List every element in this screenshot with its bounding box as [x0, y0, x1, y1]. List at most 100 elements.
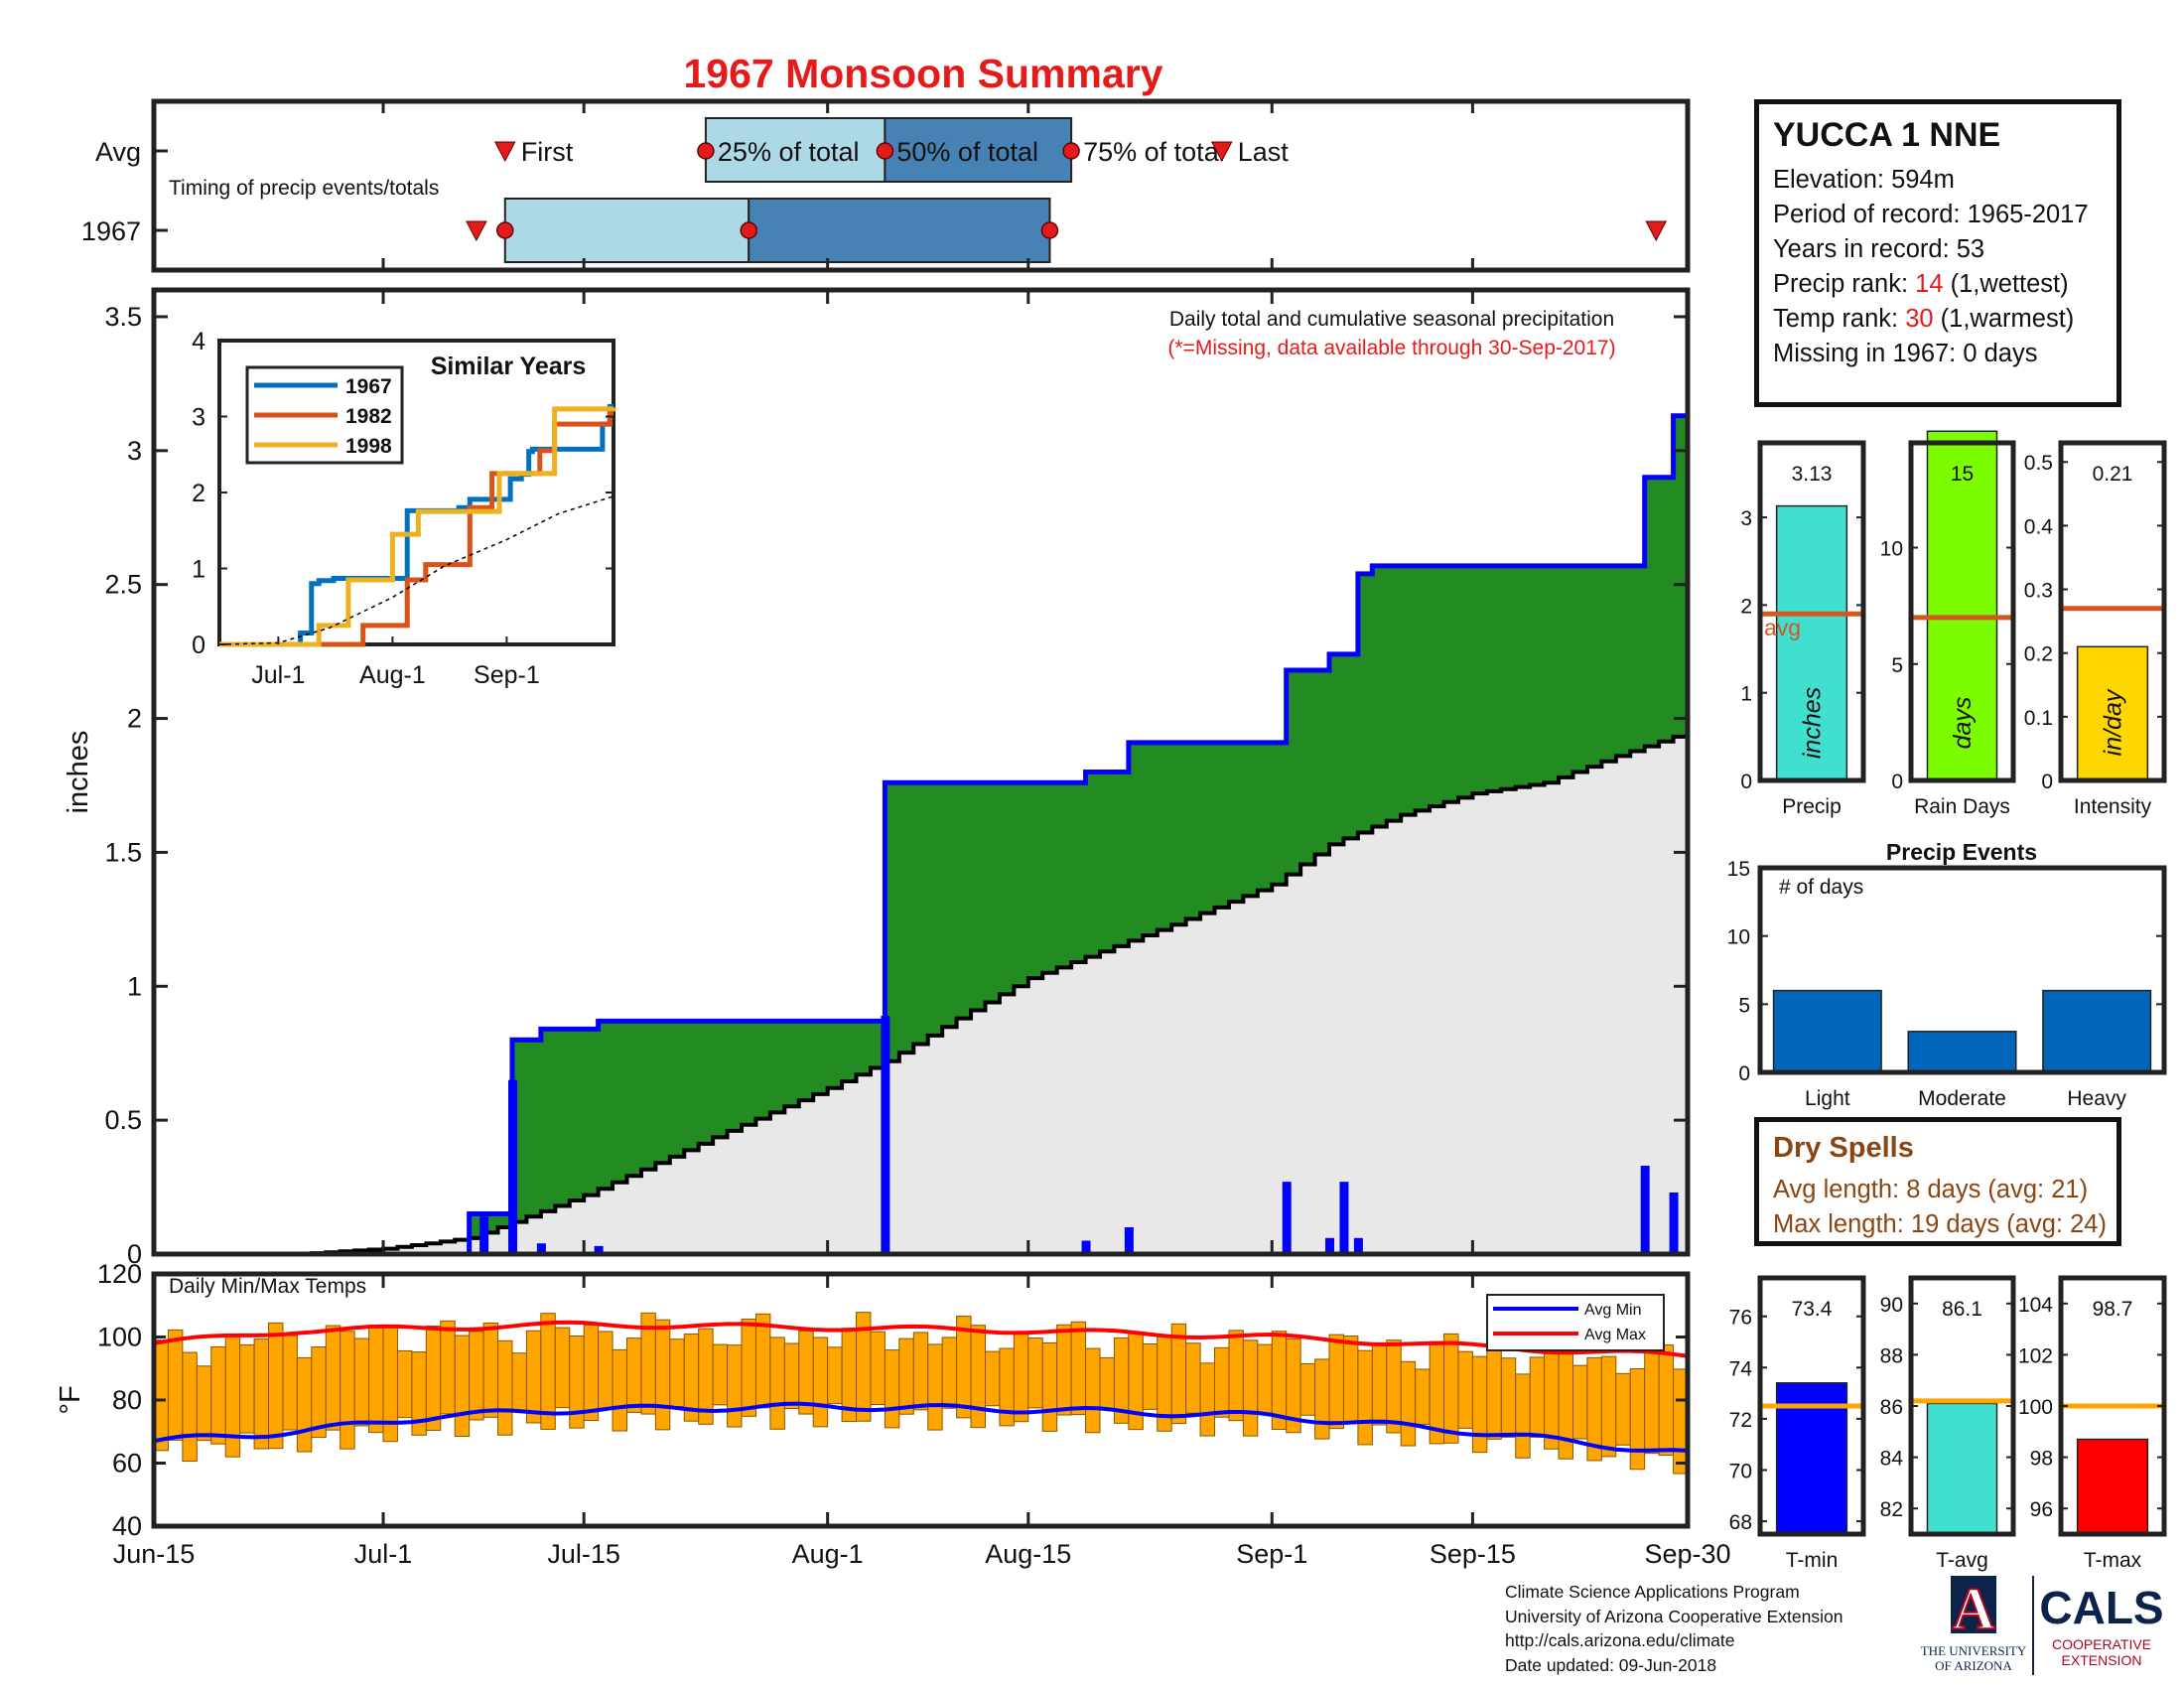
daily-precip-bar — [1124, 1227, 1134, 1254]
temp-t-avg-tick-label: 84 — [1880, 1448, 1904, 1471]
temp-t-min-tick-label: 70 — [1729, 1461, 1752, 1483]
timing-first-label: First — [521, 137, 574, 167]
daily-temp-bar — [1529, 1356, 1546, 1438]
credit-line: http://cals.arizona.edu/climate — [1505, 1630, 1735, 1650]
events-frame — [1757, 865, 2167, 1075]
x-tick-label: Sep-30 — [1644, 1539, 1730, 1569]
timing-last-label: Last — [1238, 137, 1290, 167]
timing-avg-p25-marker — [697, 142, 715, 160]
y-tick-label: 1 — [127, 971, 142, 1001]
daily-temp-bar — [1027, 1337, 1043, 1409]
daily-temp-bar — [282, 1335, 298, 1431]
daily-temp-bar — [1242, 1339, 1259, 1437]
timing-avg-p75-marker — [1062, 142, 1080, 160]
temp-t-max-label: T-max — [2084, 1549, 2142, 1572]
inset-legend-label: 1998 — [345, 435, 392, 458]
event-category-label: Light — [1805, 1087, 1850, 1110]
intensity-tick-label: 0.5 — [2024, 452, 2053, 475]
daily-precip-bar — [1282, 1182, 1292, 1254]
precip-tick-label: 3 — [1740, 507, 1752, 530]
temp-y-tick-label: 40 — [112, 1511, 142, 1541]
daily-temp-bar — [311, 1346, 327, 1439]
daily-temp-bar — [898, 1337, 914, 1415]
ua-name-2: OF ARIZONA — [1935, 1658, 2012, 1673]
daily-temp-bar — [783, 1342, 800, 1410]
daily-temp-bar — [1199, 1362, 1216, 1437]
daily-temp-bar — [167, 1329, 184, 1441]
event-category-label: Heavy — [2067, 1087, 2126, 1110]
daily-temp-bar — [1257, 1343, 1273, 1414]
daily-precip-bar — [594, 1245, 604, 1254]
precip-tick-label: 0 — [1740, 771, 1752, 793]
x-tick-label: Sep-15 — [1430, 1539, 1516, 1569]
daily-temp-bar — [396, 1349, 413, 1419]
timing-avg-last-marker — [1210, 141, 1233, 163]
main-note-missing: (*=Missing, data available through 30-Se… — [1167, 337, 1615, 359]
daily-temp-bar — [1142, 1342, 1159, 1410]
daily-temp-bar — [1615, 1372, 1631, 1446]
daily-temp-bar — [454, 1335, 471, 1437]
temp-t-avg-tick-label: 88 — [1880, 1344, 1903, 1367]
daily-precip-bar — [1339, 1182, 1349, 1254]
timing-row-label: 1967 — [81, 216, 141, 246]
daily-temp-bar — [469, 1331, 484, 1421]
precip-label: Precip — [1782, 795, 1842, 818]
daily-precip-bar — [536, 1243, 546, 1254]
daily-temp-bar — [196, 1365, 212, 1442]
event-bar — [1907, 1031, 2017, 1073]
daily-temp-bar — [1571, 1364, 1588, 1440]
timing-avg-first-marker — [493, 141, 516, 163]
temp-t-min-frame — [1757, 1275, 1866, 1537]
station-missing: Missing in 1967: 0 days — [1773, 340, 2038, 367]
dry-spells-max: Max length: 19 days (avg: 24) — [1773, 1210, 2107, 1238]
precip-bar — [1775, 504, 1848, 781]
inset-y-tick-label: 4 — [192, 328, 205, 355]
daily-temp-bar — [1486, 1345, 1502, 1440]
temp-legend-label: Avg Min — [1584, 1302, 1642, 1319]
credit-line: Climate Science Applications Program — [1505, 1582, 1800, 1602]
intensity-tick-label: 0.4 — [2024, 515, 2054, 538]
temp-t-avg-value: 86.1 — [1942, 1298, 1982, 1321]
daily-temp-bar — [325, 1325, 341, 1431]
daily-temp-bar — [1658, 1344, 1675, 1457]
rain-days-value: 15 — [1951, 463, 1974, 486]
temp-t-min-label: T-min — [1786, 1549, 1839, 1572]
event-bar — [1772, 989, 1882, 1073]
daily-temp-bar — [884, 1349, 900, 1429]
temp-t-min-tick-label: 76 — [1729, 1307, 1752, 1330]
daily-temp-bar — [1185, 1342, 1201, 1414]
daily-temp-bar — [1644, 1342, 1660, 1455]
daily-temp-bar — [482, 1322, 499, 1418]
y-tick-label: 2 — [127, 704, 142, 734]
dry-spells-box: Dry Spells Avg length: 8 days (avg: 21) … — [1754, 1117, 2121, 1246]
daily-temp-bar — [912, 1332, 929, 1411]
credit-block: Climate Science Applications Program Uni… — [1505, 1580, 1843, 1677]
rain-days-tick-label: 10 — [1880, 538, 1903, 561]
temp-t-min-tick-label: 68 — [1729, 1511, 1752, 1534]
daily-temp-bar — [440, 1320, 456, 1415]
daily-temp-bar — [1500, 1357, 1517, 1438]
timing-avg-p50-marker — [876, 142, 894, 160]
daily-temp-bar — [425, 1326, 442, 1432]
events-tick-label: 0 — [1738, 1062, 1750, 1085]
inset-average-line — [218, 495, 614, 645]
inset-title: Similar Years — [431, 352, 587, 380]
temp-t-min-tick-label: 74 — [1729, 1357, 1753, 1380]
daily-temp-bar — [1357, 1349, 1373, 1446]
temp-t-max-tick-label: 104 — [2018, 1294, 2053, 1317]
daily-temp-bar — [239, 1343, 255, 1434]
temp-t-max-tick-label: 102 — [2018, 1344, 2053, 1367]
rain-days-tick-label: 5 — [1891, 654, 1903, 677]
daily-temp-bar — [1013, 1332, 1029, 1423]
inset-series-1967 — [219, 404, 614, 647]
daily-temp-bar — [1515, 1373, 1531, 1459]
precip-value: 3.13 — [1792, 463, 1833, 486]
timing-p25-label: 25% of total — [718, 137, 860, 167]
daily-temp-bar — [1328, 1334, 1344, 1430]
station-elevation: Elevation: 594m — [1773, 166, 1955, 194]
events-tick-label: 10 — [1727, 926, 1750, 949]
daily-temp-bar — [1099, 1356, 1115, 1411]
events-ylabel: # of days — [1779, 876, 1863, 899]
inset-y-tick-label: 3 — [192, 404, 205, 432]
dry-spells-avg: Avg length: 8 days (avg: 21) — [1773, 1176, 2089, 1203]
